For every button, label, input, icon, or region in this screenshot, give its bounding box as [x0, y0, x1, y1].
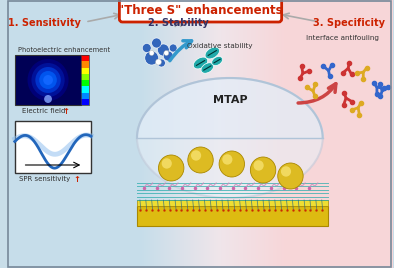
Text: Electric field: Electric field — [22, 108, 66, 114]
Text: 2. Stability: 2. Stability — [148, 18, 208, 28]
Circle shape — [44, 95, 52, 103]
Text: 1. Sensitivity: 1. Sensitivity — [8, 18, 80, 28]
Circle shape — [156, 59, 162, 65]
FancyBboxPatch shape — [119, 0, 282, 22]
Circle shape — [43, 75, 53, 85]
Bar — [81, 92, 89, 99]
Ellipse shape — [193, 57, 208, 69]
Bar — [81, 68, 89, 74]
Circle shape — [254, 160, 264, 171]
Text: ↑: ↑ — [62, 106, 69, 116]
Bar — [15, 55, 81, 105]
Circle shape — [250, 157, 276, 183]
Circle shape — [158, 59, 165, 67]
Bar — [81, 61, 89, 68]
Circle shape — [222, 154, 232, 165]
Ellipse shape — [205, 47, 219, 59]
Ellipse shape — [137, 78, 323, 198]
Bar — [81, 74, 89, 80]
Circle shape — [191, 150, 201, 161]
Circle shape — [278, 163, 303, 189]
Circle shape — [142, 43, 151, 53]
Circle shape — [162, 158, 172, 169]
Circle shape — [164, 50, 169, 55]
Circle shape — [158, 44, 169, 56]
Circle shape — [219, 151, 245, 177]
Text: "Three S" enhancements: "Three S" enhancements — [118, 3, 283, 17]
Bar — [81, 55, 89, 61]
Circle shape — [32, 63, 65, 97]
Circle shape — [188, 147, 213, 173]
Circle shape — [169, 44, 177, 52]
Circle shape — [152, 38, 162, 48]
Ellipse shape — [201, 63, 214, 73]
Circle shape — [28, 59, 69, 101]
Bar — [81, 55, 89, 105]
Text: ↑: ↑ — [74, 174, 81, 184]
Bar — [81, 86, 89, 92]
Ellipse shape — [212, 57, 223, 66]
Circle shape — [281, 166, 291, 177]
Bar — [81, 80, 89, 86]
Circle shape — [145, 51, 158, 65]
Circle shape — [39, 71, 57, 89]
Text: MTAP: MTAP — [212, 95, 247, 105]
Text: Interface antifouling: Interface antifouling — [306, 35, 379, 41]
Text: Photoelectric enhancement: Photoelectric enhancement — [18, 47, 110, 53]
Circle shape — [158, 155, 184, 181]
Bar — [15, 121, 91, 173]
Circle shape — [164, 51, 173, 61]
Bar — [137, 206, 327, 226]
Text: SPR sensitivity: SPR sensitivity — [19, 176, 70, 182]
Text: Oxidative stability: Oxidative stability — [187, 43, 253, 49]
Text: 3. Specificity: 3. Specificity — [313, 18, 385, 28]
Bar — [81, 99, 89, 105]
Bar — [137, 200, 327, 206]
Circle shape — [35, 67, 61, 93]
Circle shape — [149, 50, 154, 55]
